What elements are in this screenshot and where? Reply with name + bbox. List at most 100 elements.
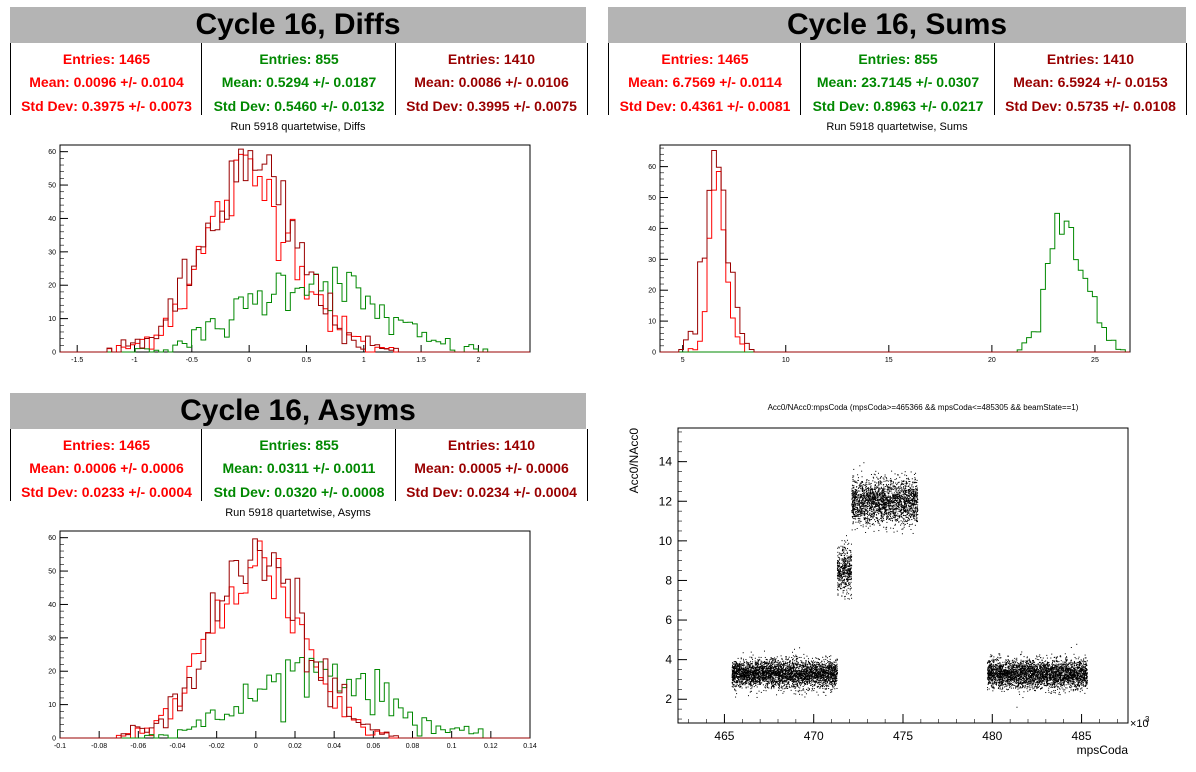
scatter-point bbox=[774, 682, 776, 684]
scatter-point bbox=[842, 547, 844, 549]
scatter-point bbox=[760, 662, 762, 664]
scatter-point bbox=[764, 676, 766, 678]
scatter-point bbox=[743, 664, 745, 666]
scatter-point bbox=[858, 497, 860, 499]
scatter-point bbox=[843, 568, 845, 570]
scatter-point bbox=[836, 562, 838, 564]
scatter-point bbox=[781, 657, 783, 659]
scatter-point bbox=[795, 671, 797, 673]
scatter-point bbox=[846, 562, 848, 564]
scatter-point bbox=[868, 490, 870, 492]
scatter-point bbox=[837, 565, 839, 567]
scatter-point bbox=[817, 673, 819, 675]
scatter-point bbox=[799, 673, 801, 675]
scatter-point bbox=[742, 652, 744, 654]
scatter-point bbox=[808, 672, 810, 674]
scatter-point bbox=[834, 673, 836, 675]
scatter-point bbox=[743, 664, 745, 666]
scatter-point bbox=[826, 666, 828, 668]
scatter-point bbox=[803, 676, 805, 678]
scatter-point bbox=[740, 671, 742, 673]
x-tick-label: 15 bbox=[885, 357, 893, 364]
scatter-point bbox=[908, 492, 910, 494]
scatter-point bbox=[775, 684, 777, 686]
scatter-point bbox=[827, 674, 829, 676]
scatter-point bbox=[879, 488, 881, 490]
scatter-point bbox=[805, 668, 807, 670]
scatter-point bbox=[837, 572, 839, 574]
scatter-point bbox=[811, 657, 813, 659]
scatter-point bbox=[777, 660, 779, 662]
scatter-point bbox=[904, 471, 906, 473]
scatter-point bbox=[818, 670, 820, 672]
scatter-point bbox=[742, 671, 744, 673]
scatter-point bbox=[741, 676, 743, 678]
scatter-point bbox=[847, 572, 849, 574]
scatter-point bbox=[802, 671, 804, 673]
scatter-point bbox=[849, 563, 851, 565]
scatter-point bbox=[733, 667, 735, 669]
scatter-point bbox=[792, 675, 794, 677]
scatter-point bbox=[906, 514, 908, 516]
scatter-point bbox=[810, 678, 812, 680]
scatter-point bbox=[800, 656, 802, 658]
scatter-point bbox=[757, 672, 759, 674]
scatter-point bbox=[763, 667, 765, 669]
scatter-point bbox=[803, 666, 805, 668]
scatter-point bbox=[777, 664, 779, 666]
scatter-point bbox=[784, 673, 786, 675]
scatter-point bbox=[764, 666, 766, 668]
scatter-point bbox=[894, 498, 896, 500]
scatter-point bbox=[766, 672, 768, 674]
scatter-point bbox=[732, 662, 734, 664]
scatter-point bbox=[858, 516, 860, 518]
scatter-point bbox=[794, 677, 796, 679]
scatter-point bbox=[810, 668, 812, 670]
scatter-point bbox=[767, 663, 769, 665]
scatter-point bbox=[850, 543, 852, 545]
scatter-point bbox=[822, 676, 824, 678]
scatter-point bbox=[866, 484, 868, 486]
scatter-point bbox=[758, 677, 760, 679]
scatter-point bbox=[790, 668, 792, 670]
scatter-point bbox=[772, 677, 774, 679]
scatter-point bbox=[754, 669, 756, 671]
scatter-point bbox=[838, 578, 840, 580]
scatter-point bbox=[803, 665, 805, 667]
scatter-point bbox=[734, 673, 736, 675]
scatter-point bbox=[793, 693, 795, 695]
scatter-point bbox=[883, 496, 885, 498]
scatter-point bbox=[825, 656, 827, 658]
scatter-point bbox=[775, 677, 777, 679]
scatter-point bbox=[797, 661, 799, 663]
scatter-point bbox=[733, 673, 735, 675]
scatter-point bbox=[839, 558, 841, 560]
scatter-point bbox=[818, 671, 820, 673]
scatter-point bbox=[842, 564, 844, 566]
scatter-point bbox=[786, 678, 788, 680]
scatter-point bbox=[831, 675, 833, 677]
y-tick-label: 0 bbox=[652, 350, 656, 357]
scatter-point bbox=[835, 676, 837, 678]
scatter-point bbox=[733, 661, 735, 663]
scatter-point bbox=[775, 670, 777, 672]
scatter-point bbox=[822, 691, 824, 693]
scatter-point bbox=[813, 661, 815, 663]
scatter-point bbox=[815, 669, 817, 671]
scatter-point bbox=[784, 688, 786, 690]
scatter-point bbox=[820, 666, 822, 668]
scatter-point bbox=[820, 669, 822, 671]
scatter-point bbox=[825, 679, 827, 681]
scatter-point bbox=[883, 503, 885, 505]
scatter-point bbox=[828, 688, 830, 690]
scatter-point bbox=[742, 678, 744, 680]
scatter-point bbox=[917, 513, 919, 515]
scatter-point bbox=[806, 674, 808, 676]
scatter-point bbox=[780, 685, 782, 687]
scatter-point bbox=[754, 681, 756, 683]
scatter-point bbox=[845, 576, 847, 578]
scatter-point bbox=[842, 579, 844, 581]
scatter-point bbox=[779, 665, 781, 667]
scatter-point bbox=[869, 520, 871, 522]
scatter-point bbox=[857, 501, 859, 503]
